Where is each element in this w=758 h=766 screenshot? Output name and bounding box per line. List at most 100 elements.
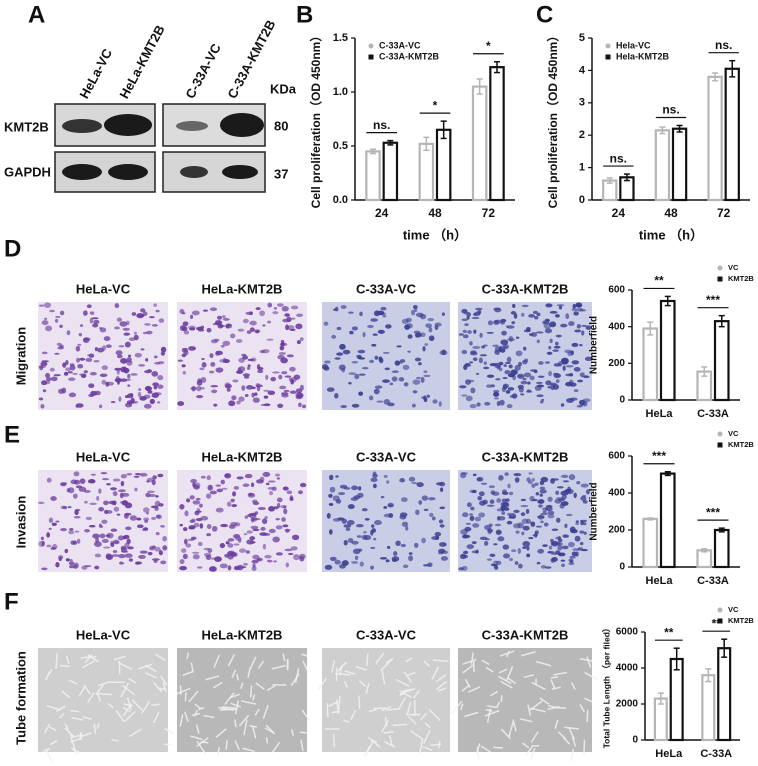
tube [536, 660, 552, 667]
tube [583, 739, 586, 756]
bar [696, 549, 713, 569]
cell [287, 552, 294, 556]
cell [520, 504, 529, 508]
cell [123, 332, 131, 336]
cell [462, 512, 469, 518]
cell [125, 526, 132, 531]
blot-bands [62, 113, 264, 180]
image-label: HeLa-VC [76, 449, 131, 464]
tube [437, 687, 447, 692]
cell [425, 323, 433, 328]
cell [487, 320, 494, 326]
cell [295, 388, 303, 394]
cell [414, 357, 422, 362]
cell [526, 389, 532, 393]
tube [120, 682, 130, 698]
cell [463, 554, 468, 559]
cell [377, 329, 385, 334]
cell [40, 361, 48, 367]
cell [503, 507, 510, 511]
cell [535, 381, 543, 385]
cell [254, 393, 258, 396]
cell [359, 311, 363, 317]
error-bar [606, 177, 613, 184]
image-label: C-33A-VC [356, 449, 417, 464]
cell [89, 502, 97, 506]
cell [576, 324, 582, 329]
cell [547, 385, 552, 389]
cell [546, 351, 553, 355]
tube [476, 746, 480, 760]
cell [343, 487, 351, 490]
cell [469, 489, 476, 493]
cell [501, 330, 507, 336]
cell [68, 561, 75, 566]
cell [124, 542, 130, 548]
cell [116, 354, 123, 359]
cell [253, 518, 261, 521]
cell [535, 492, 540, 496]
tube [64, 727, 75, 738]
cell [147, 390, 153, 394]
cell [225, 323, 233, 329]
cell [553, 345, 561, 349]
cell [233, 486, 239, 490]
cell [249, 327, 255, 332]
cell [529, 375, 535, 381]
x-tick-label: C-33A [697, 408, 729, 420]
tube [195, 724, 200, 734]
micrograph [322, 648, 450, 752]
cell [557, 538, 563, 543]
cell [398, 377, 405, 382]
cell [251, 392, 255, 398]
tube [243, 719, 248, 736]
cell [483, 344, 488, 347]
tube [196, 740, 207, 755]
cell [122, 535, 127, 540]
cell [93, 319, 100, 324]
cell [472, 357, 478, 362]
bar [701, 674, 716, 742]
cell [299, 555, 305, 562]
cell [328, 493, 333, 498]
cell [134, 487, 138, 492]
cell [573, 367, 581, 372]
cell [134, 473, 142, 476]
cell [263, 395, 269, 399]
cell [373, 537, 377, 541]
cell [557, 552, 565, 555]
cell [232, 491, 236, 497]
cell [536, 384, 545, 388]
tube [190, 735, 203, 741]
cell [560, 559, 566, 562]
cell [51, 522, 57, 527]
cell [41, 360, 49, 363]
cell [494, 523, 502, 527]
tube [436, 680, 447, 691]
cell [530, 369, 537, 372]
cell [261, 518, 268, 525]
cell [238, 357, 245, 363]
cell [230, 333, 236, 339]
cell [461, 318, 468, 322]
cell [536, 561, 541, 565]
cell [475, 307, 483, 311]
x-tick-label: C-33A [697, 575, 729, 587]
cell [517, 374, 524, 378]
cell [423, 508, 429, 512]
cell [351, 540, 359, 545]
cell [439, 524, 445, 528]
cell [440, 556, 449, 561]
tube [230, 702, 242, 708]
cell [151, 324, 158, 327]
tube [527, 704, 532, 716]
cell [426, 394, 430, 398]
cell [583, 375, 590, 379]
tube [236, 673, 239, 681]
cell [38, 304, 45, 307]
cell [62, 362, 67, 368]
cell [92, 323, 99, 328]
cell [461, 349, 468, 355]
cell [86, 304, 92, 309]
tube [410, 730, 422, 740]
